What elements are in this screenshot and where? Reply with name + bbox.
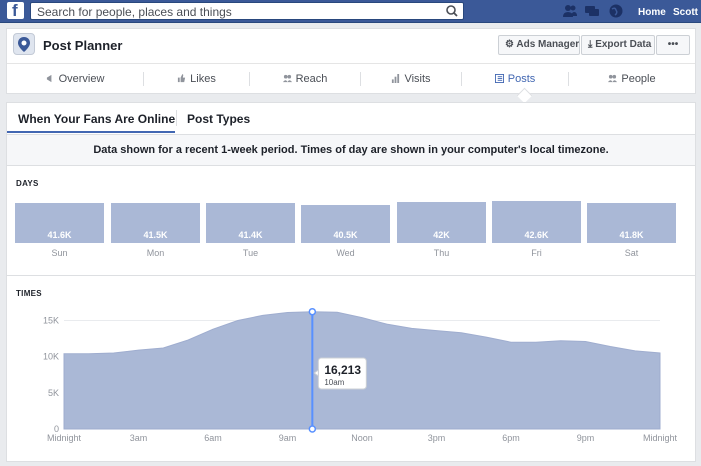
export-data-button[interactable]: ⤓ Export Data xyxy=(581,35,655,55)
x-tick-label: Noon xyxy=(351,433,373,443)
days-section-label: DAYS xyxy=(16,179,39,188)
tab-reach[interactable]: Reach xyxy=(250,64,360,94)
tab-divider xyxy=(360,72,361,86)
subtab-active-indicator xyxy=(7,131,175,133)
subtab-fans-online[interactable]: When Your Fans Are Online xyxy=(18,112,176,126)
tooltip-pointer xyxy=(313,369,319,377)
logo-letter: f xyxy=(12,1,18,20)
tab-visits[interactable]: Visits xyxy=(361,64,461,94)
day-label: Sat xyxy=(624,248,639,258)
highlight-point-top xyxy=(308,307,317,316)
day-bar-wed[interactable]: 40.5K xyxy=(301,205,390,243)
ads-manager-label: Ads Manager xyxy=(516,39,580,50)
tab-overview[interactable]: Overview xyxy=(7,64,143,94)
more-dots-icon: ••• xyxy=(667,39,679,50)
facebook-logo-icon[interactable]: f xyxy=(7,1,24,20)
y-tick-label: 10K xyxy=(43,352,59,362)
page-header: Post Planner ⚙ Ads Manager ⤓ Export Data… xyxy=(6,28,696,104)
notifications-globe-icon[interactable] xyxy=(608,3,624,19)
search-input[interactable]: Search for people, places and things xyxy=(30,2,464,20)
more-options-button[interactable]: ••• xyxy=(656,35,690,55)
subtab-post-types[interactable]: Post Types xyxy=(187,112,251,126)
tooltip-value: 16,213 xyxy=(324,363,361,377)
tab-likes-label: Likes xyxy=(190,73,216,85)
posts-icon xyxy=(494,74,504,83)
section-divider xyxy=(7,275,695,276)
x-tick-label: 3pm xyxy=(428,433,446,443)
times-area-chart[interactable]: 0 5K 10K 15K Midnight 3am 6am 9am Noon 3pm 6pm 9pm M… xyxy=(7,301,695,461)
day-label: Fri xyxy=(531,248,542,258)
tab-posts[interactable]: Posts xyxy=(462,64,568,94)
y-tick-label: 0 xyxy=(54,424,59,434)
tab-overview-label: Overview xyxy=(58,73,105,85)
tab-divider xyxy=(249,72,250,86)
thumbs-up-icon xyxy=(178,74,186,83)
times-section-label: TIMES xyxy=(16,289,42,298)
tab-visits-label: Visits xyxy=(404,73,431,85)
home-link[interactable]: Home xyxy=(638,7,666,18)
x-tick-label: Midnight xyxy=(643,433,678,443)
download-icon: ⤓ xyxy=(588,39,593,50)
tab-divider xyxy=(461,72,462,86)
ads-manager-icon: ⚙ xyxy=(505,39,514,50)
day-bar-tue[interactable]: 41.4K xyxy=(206,203,295,243)
tab-people-label: People xyxy=(621,73,656,85)
page-title[interactable]: Post Planner xyxy=(43,38,123,53)
megaphone-icon xyxy=(46,74,51,83)
day-bar-sun[interactable]: 41.6K xyxy=(15,203,104,243)
x-tick-label: 3am xyxy=(130,433,148,443)
page-avatar[interactable] xyxy=(13,33,35,55)
x-tick-label: 6pm xyxy=(502,433,520,443)
profile-link[interactable]: Scott xyxy=(673,7,698,18)
day-bar-thu[interactable]: 42K xyxy=(397,202,486,243)
day-label: Sun xyxy=(51,248,68,258)
day-bar-mon[interactable]: 41.5K xyxy=(111,203,200,243)
highlight-point-bottom xyxy=(308,425,317,433)
export-data-label: Export Data xyxy=(595,39,652,50)
tab-posts-label: Posts xyxy=(507,73,536,85)
ads-manager-button[interactable]: ⚙ Ads Manager xyxy=(498,35,580,55)
top-navigation-bar: f Search for people, places and things H… xyxy=(0,0,701,23)
search-placeholder: Search for people, places and things xyxy=(37,5,232,19)
x-tick-label: 9am xyxy=(279,433,297,443)
tab-divider xyxy=(143,72,144,86)
day-value: 41.4K xyxy=(238,230,263,240)
day-label: Mon xyxy=(146,248,165,258)
tooltip-time: 10am xyxy=(324,378,344,387)
timezone-notice: Data shown for a recent 1-week period. T… xyxy=(7,135,695,166)
day-value: 42K xyxy=(433,230,450,240)
people-group-icon xyxy=(608,74,618,83)
day-value: 41.6K xyxy=(47,230,72,240)
people-icon xyxy=(282,74,292,83)
day-value: 40.5K xyxy=(333,230,358,240)
y-tick-label: 15K xyxy=(43,315,59,325)
bar-chart-icon xyxy=(392,74,400,83)
day-bar-sat[interactable]: 41.8K xyxy=(587,203,676,243)
day-label: Thu xyxy=(433,248,450,258)
search-icon[interactable] xyxy=(444,4,460,18)
day-value: 41.8K xyxy=(619,230,644,240)
day-label: Wed xyxy=(336,248,355,258)
tab-reach-label: Reach xyxy=(295,73,328,85)
post-planner-logo-icon xyxy=(18,37,30,52)
x-tick-label: 9pm xyxy=(577,433,595,443)
day-label: Tue xyxy=(242,248,259,258)
friend-requests-icon[interactable] xyxy=(562,3,578,19)
fans-online-card: When Your Fans Are Online Post Types Dat… xyxy=(6,102,696,462)
insights-tabs: Overview Likes Reach Visits Posts People xyxy=(7,63,695,104)
day-bar-fri[interactable]: 42.6K xyxy=(492,201,581,243)
tab-likes[interactable]: Likes xyxy=(144,64,249,94)
tab-people[interactable]: People xyxy=(569,64,695,94)
y-tick-label: 5K xyxy=(48,388,59,398)
subtabs: When Your Fans Are Online Post Types xyxy=(7,103,695,135)
day-value: 41.5K xyxy=(143,230,168,240)
day-value: 42.6K xyxy=(524,230,549,240)
x-tick-label: 6am xyxy=(204,433,222,443)
tab-divider xyxy=(568,72,569,86)
x-tick-label: Midnight xyxy=(47,433,82,443)
subtab-divider xyxy=(176,110,177,126)
messages-icon[interactable] xyxy=(584,3,600,19)
